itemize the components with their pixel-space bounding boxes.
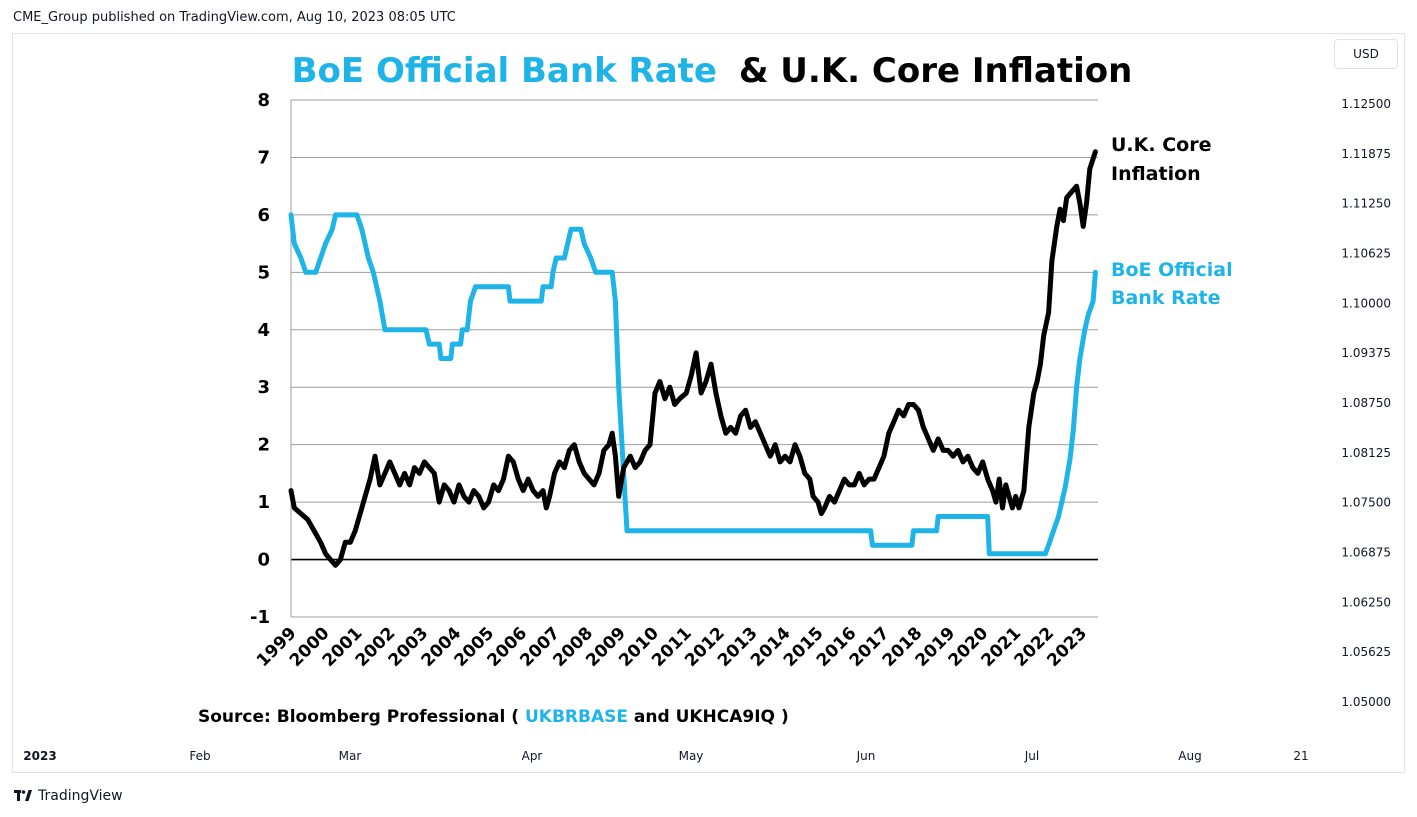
price-tick-label: 1.08750 <box>1341 396 1391 410</box>
price-tick-label: 1.05625 <box>1341 645 1391 659</box>
price-tick-label: 1.11250 <box>1341 197 1391 211</box>
y-tick-label: 1 <box>257 492 270 513</box>
source-ticker-boe: UKBRBASE <box>525 707 628 727</box>
tradingview-logo[interactable]: TradingView <box>14 786 123 806</box>
core-inflation-label-line2: Inflation <box>1111 163 1201 185</box>
chart-title-part2: & U.K. Core Inflation <box>739 51 1133 91</box>
source-note: Source: Bloomberg Professional ( UKBRBAS… <box>198 707 789 727</box>
source-prefix: Source: Bloomberg Professional ( <box>198 707 519 727</box>
chart-title: BoE Official Bank Rate & U.K. Core Infla… <box>292 51 1133 91</box>
time-tick-label: Feb <box>189 749 210 763</box>
y-tick-label: 5 <box>257 262 270 283</box>
core-inflation-line <box>288 149 1098 568</box>
price-tick-label: 1.06875 <box>1341 546 1391 560</box>
price-tick-label: 1.06250 <box>1341 595 1391 609</box>
chart-frame[interactable] <box>12 33 1405 773</box>
y-tick-label: 8 <box>257 90 270 111</box>
y-tick-label: 7 <box>257 147 270 168</box>
boe-rate-label-line1: BoE Official <box>1111 259 1233 281</box>
price-tick-label: 1.10000 <box>1341 296 1391 310</box>
boe-rate-line <box>288 212 1098 557</box>
currency-selector[interactable]: USD <box>1334 39 1398 69</box>
price-tick-label: 1.10625 <box>1341 247 1391 261</box>
tradingview-logo-icon <box>14 790 32 801</box>
source-ticker-core: UKHCA9IQ <box>676 707 775 727</box>
time-tick-label: 2023 <box>23 749 56 763</box>
price-axis-right[interactable]: 1.12500 1.11875 1.11250 1.10625 1.10000 1.093… <box>1341 97 1391 709</box>
y-tick-label: 3 <box>257 377 270 398</box>
chart-title-part1: BoE Official Bank Rate <box>292 51 717 91</box>
y-tick-label: 0 <box>257 550 270 571</box>
y-tick-label: -1 <box>250 607 270 628</box>
price-tick-label: 1.05000 <box>1341 695 1391 709</box>
y-tick-label: 6 <box>257 205 270 226</box>
price-tick-label: 1.08125 <box>1341 446 1391 460</box>
time-tick-label: 21 <box>1293 749 1308 763</box>
price-tick-label: 1.09375 <box>1341 346 1391 360</box>
tradingview-logo-text: TradingView <box>38 788 123 804</box>
time-tick-label: Apr <box>522 749 543 763</box>
source-mid: and <box>634 707 676 727</box>
time-tick-label: May <box>679 749 704 763</box>
boe-rate-label-line2: Bank Rate <box>1111 287 1221 309</box>
y-tick-label: 4 <box>257 320 270 341</box>
core-inflation-label-line1: U.K. Core <box>1111 134 1211 156</box>
price-tick-label: 1.12500 <box>1341 97 1391 111</box>
source-suffix: ) <box>781 707 789 727</box>
time-tick-label: Aug <box>1178 749 1201 763</box>
time-tick-label: Mar <box>339 749 362 763</box>
time-tick-label: Jun <box>856 749 876 763</box>
price-tick-label: 1.11875 <box>1341 147 1391 161</box>
price-tick-label: 1.07500 <box>1341 496 1391 510</box>
x-axis-years: 1999200020012002200320042005200620072008… <box>253 623 1091 671</box>
publish-info: CME_Group published on TradingView.com, … <box>13 10 456 25</box>
time-axis-bottom[interactable]: 2023 Feb Mar Apr May Jun Jul Aug 21 <box>23 749 1308 763</box>
time-tick-label: Jul <box>1024 749 1039 763</box>
y-tick-label: 2 <box>257 435 270 456</box>
series-layer <box>288 149 1098 568</box>
y-axis-left: 8 7 6 5 4 3 2 1 0 -1 <box>250 90 270 628</box>
